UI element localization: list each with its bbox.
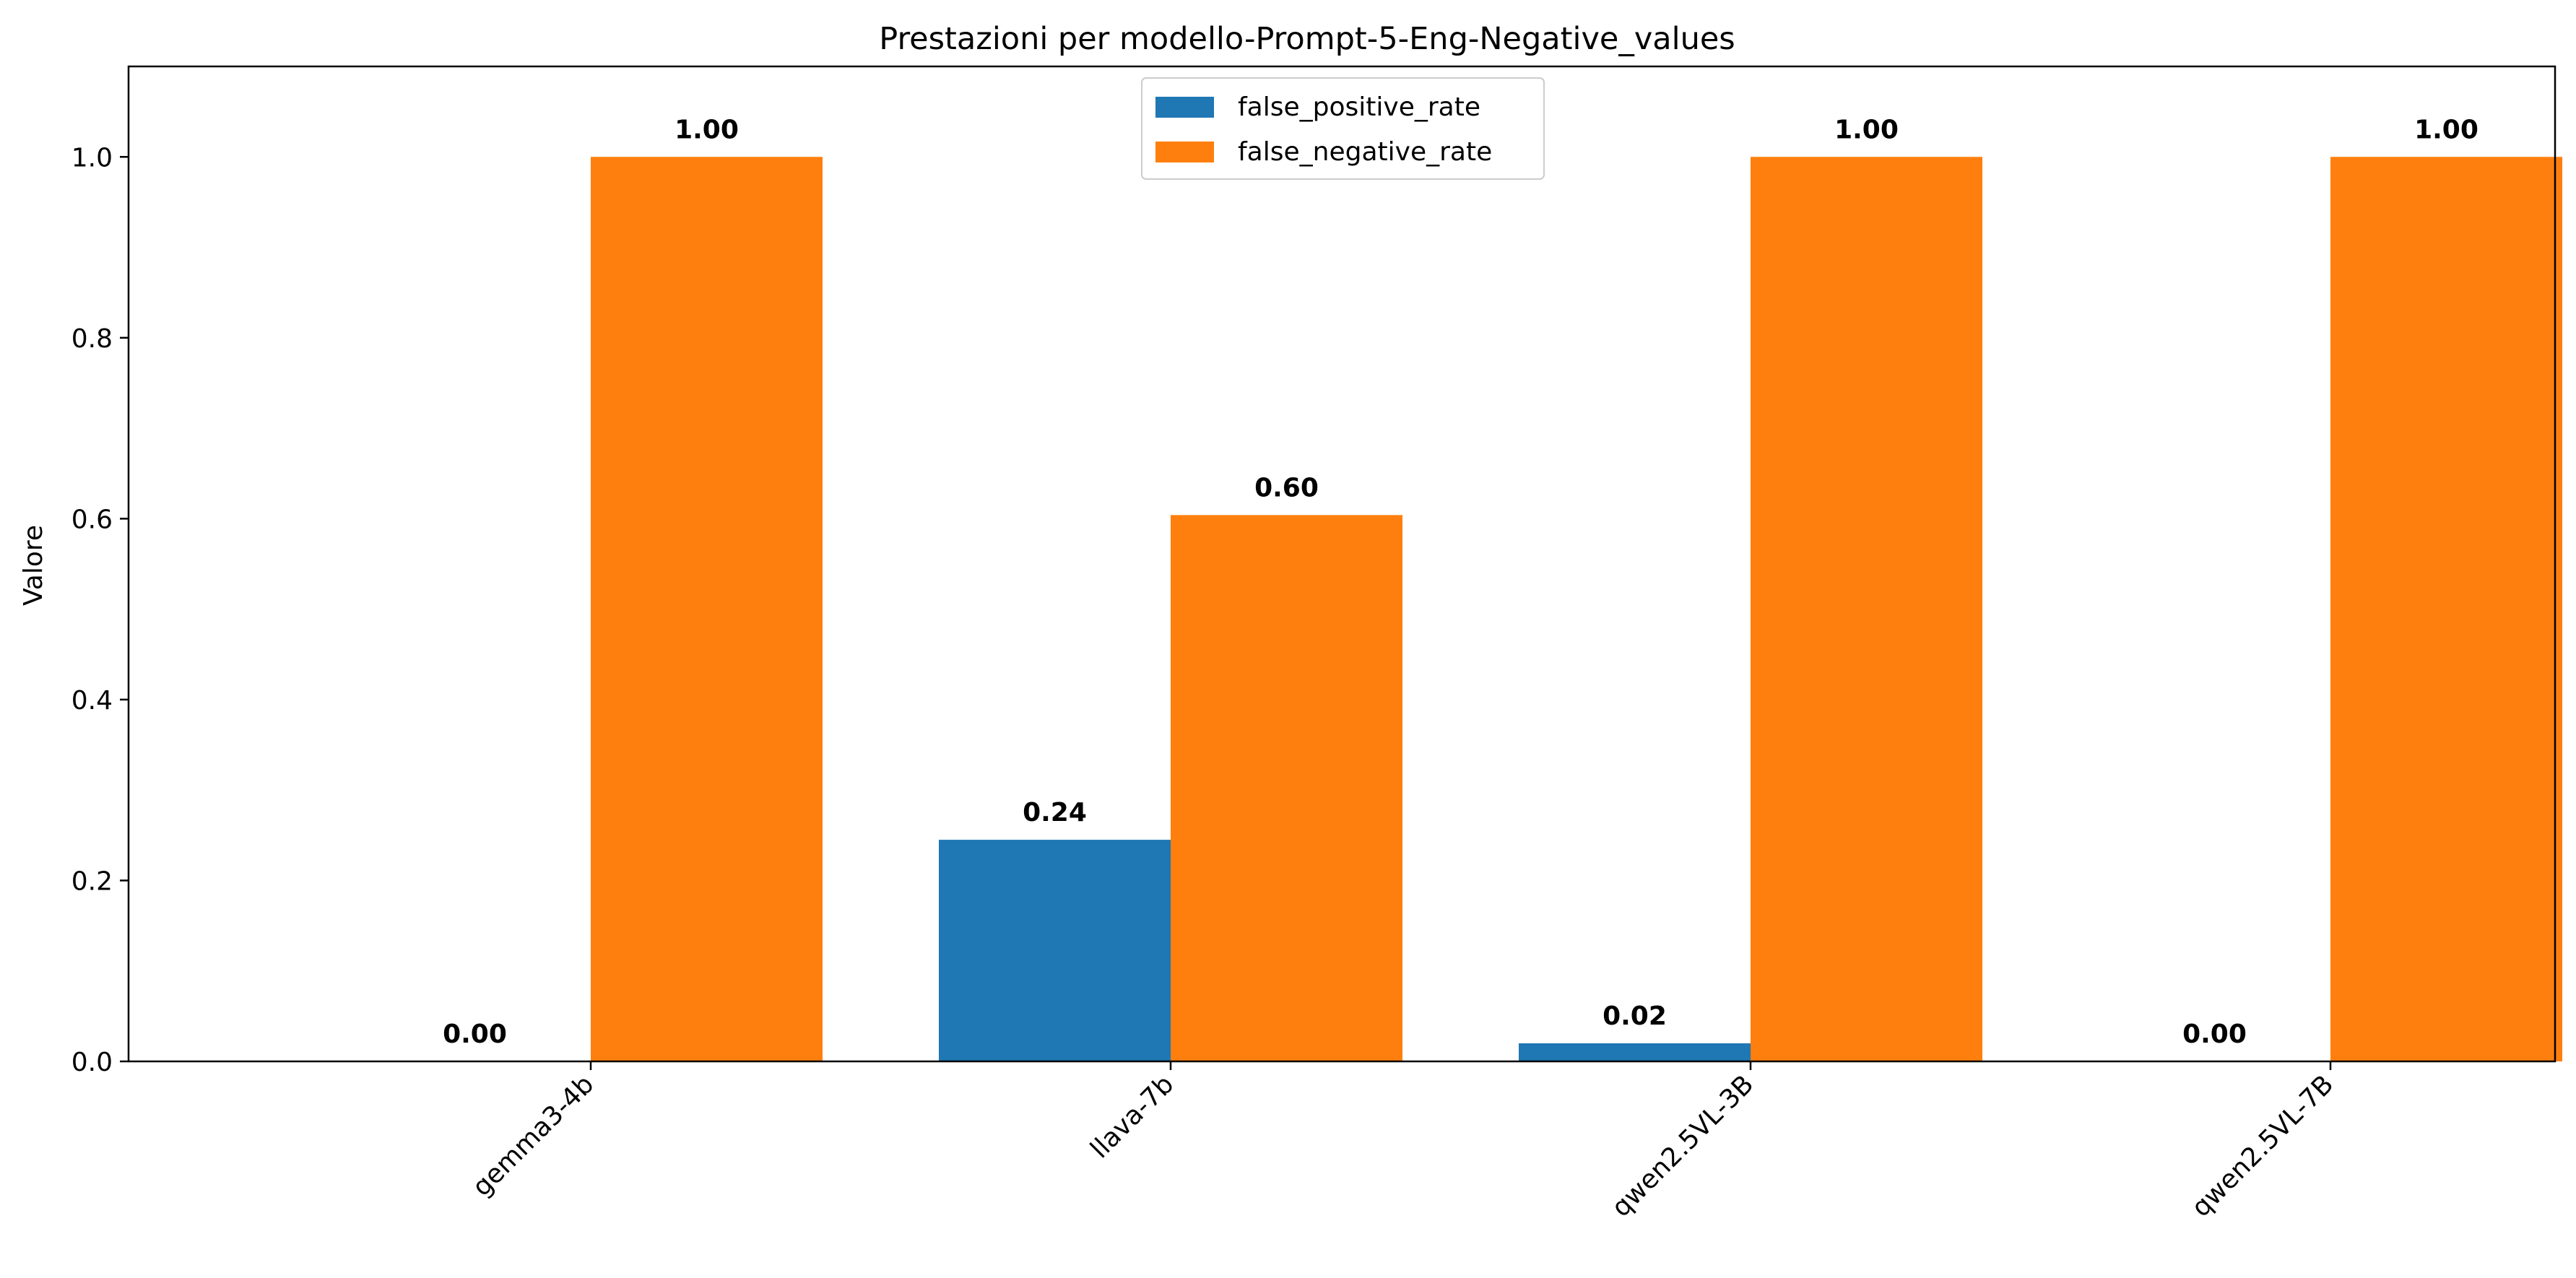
data-label: 0.24 bbox=[1023, 798, 1087, 827]
y-tick-label: 0.0 bbox=[71, 1048, 113, 1077]
bars-layer bbox=[591, 157, 2562, 1062]
y-tick-label: 0.8 bbox=[71, 324, 113, 354]
plot-frame bbox=[127, 65, 2557, 1063]
bar-false-positive-rate-2 bbox=[1519, 1043, 1751, 1061]
data-label: 0.00 bbox=[2182, 1020, 2247, 1049]
bar-false-negative-rate-3 bbox=[2330, 157, 2562, 1062]
y-tick-label: 0.4 bbox=[71, 686, 113, 716]
y-axis-label: Valore bbox=[19, 525, 48, 606]
bar-false-negative-rate-0 bbox=[591, 157, 823, 1062]
bar-false-negative-rate-1 bbox=[1171, 515, 1402, 1061]
bar-false-positive-rate-1 bbox=[939, 840, 1171, 1061]
chart-title: Prestazioni per modello-Prompt-5-Eng-Neg… bbox=[879, 21, 1735, 57]
y-tick-label: 0.2 bbox=[71, 866, 113, 896]
legend-box bbox=[1141, 77, 1545, 180]
legend-swatch bbox=[1155, 142, 1214, 162]
data-label: 0.02 bbox=[1603, 1001, 1667, 1031]
y-axis: 0.0 0.2 0.4 0.6 0.8 1.0 bbox=[71, 143, 129, 1077]
data-label: 1.00 bbox=[1834, 115, 1899, 144]
data-labels-layer: 0.00 0.24 0.02 0.00 1.00 0.60 1.00 1.00 bbox=[443, 115, 2479, 1049]
bar-false-negative-rate-2 bbox=[1751, 157, 1982, 1062]
chart-legend: false_positive_rate false_negative_rate bbox=[1141, 77, 1545, 180]
data-label: 1.00 bbox=[2414, 115, 2479, 144]
data-label: 0.60 bbox=[1254, 473, 1319, 503]
y-tick-label: 1.0 bbox=[71, 143, 113, 173]
legend-swatch bbox=[1155, 97, 1214, 118]
y-tick-label: 0.6 bbox=[71, 505, 113, 534]
data-label: 1.00 bbox=[675, 115, 739, 144]
legend-entry: false_negative_rate bbox=[1238, 137, 1492, 167]
data-label: 0.00 bbox=[443, 1020, 507, 1049]
legend-entry: false_positive_rate bbox=[1238, 92, 1480, 122]
